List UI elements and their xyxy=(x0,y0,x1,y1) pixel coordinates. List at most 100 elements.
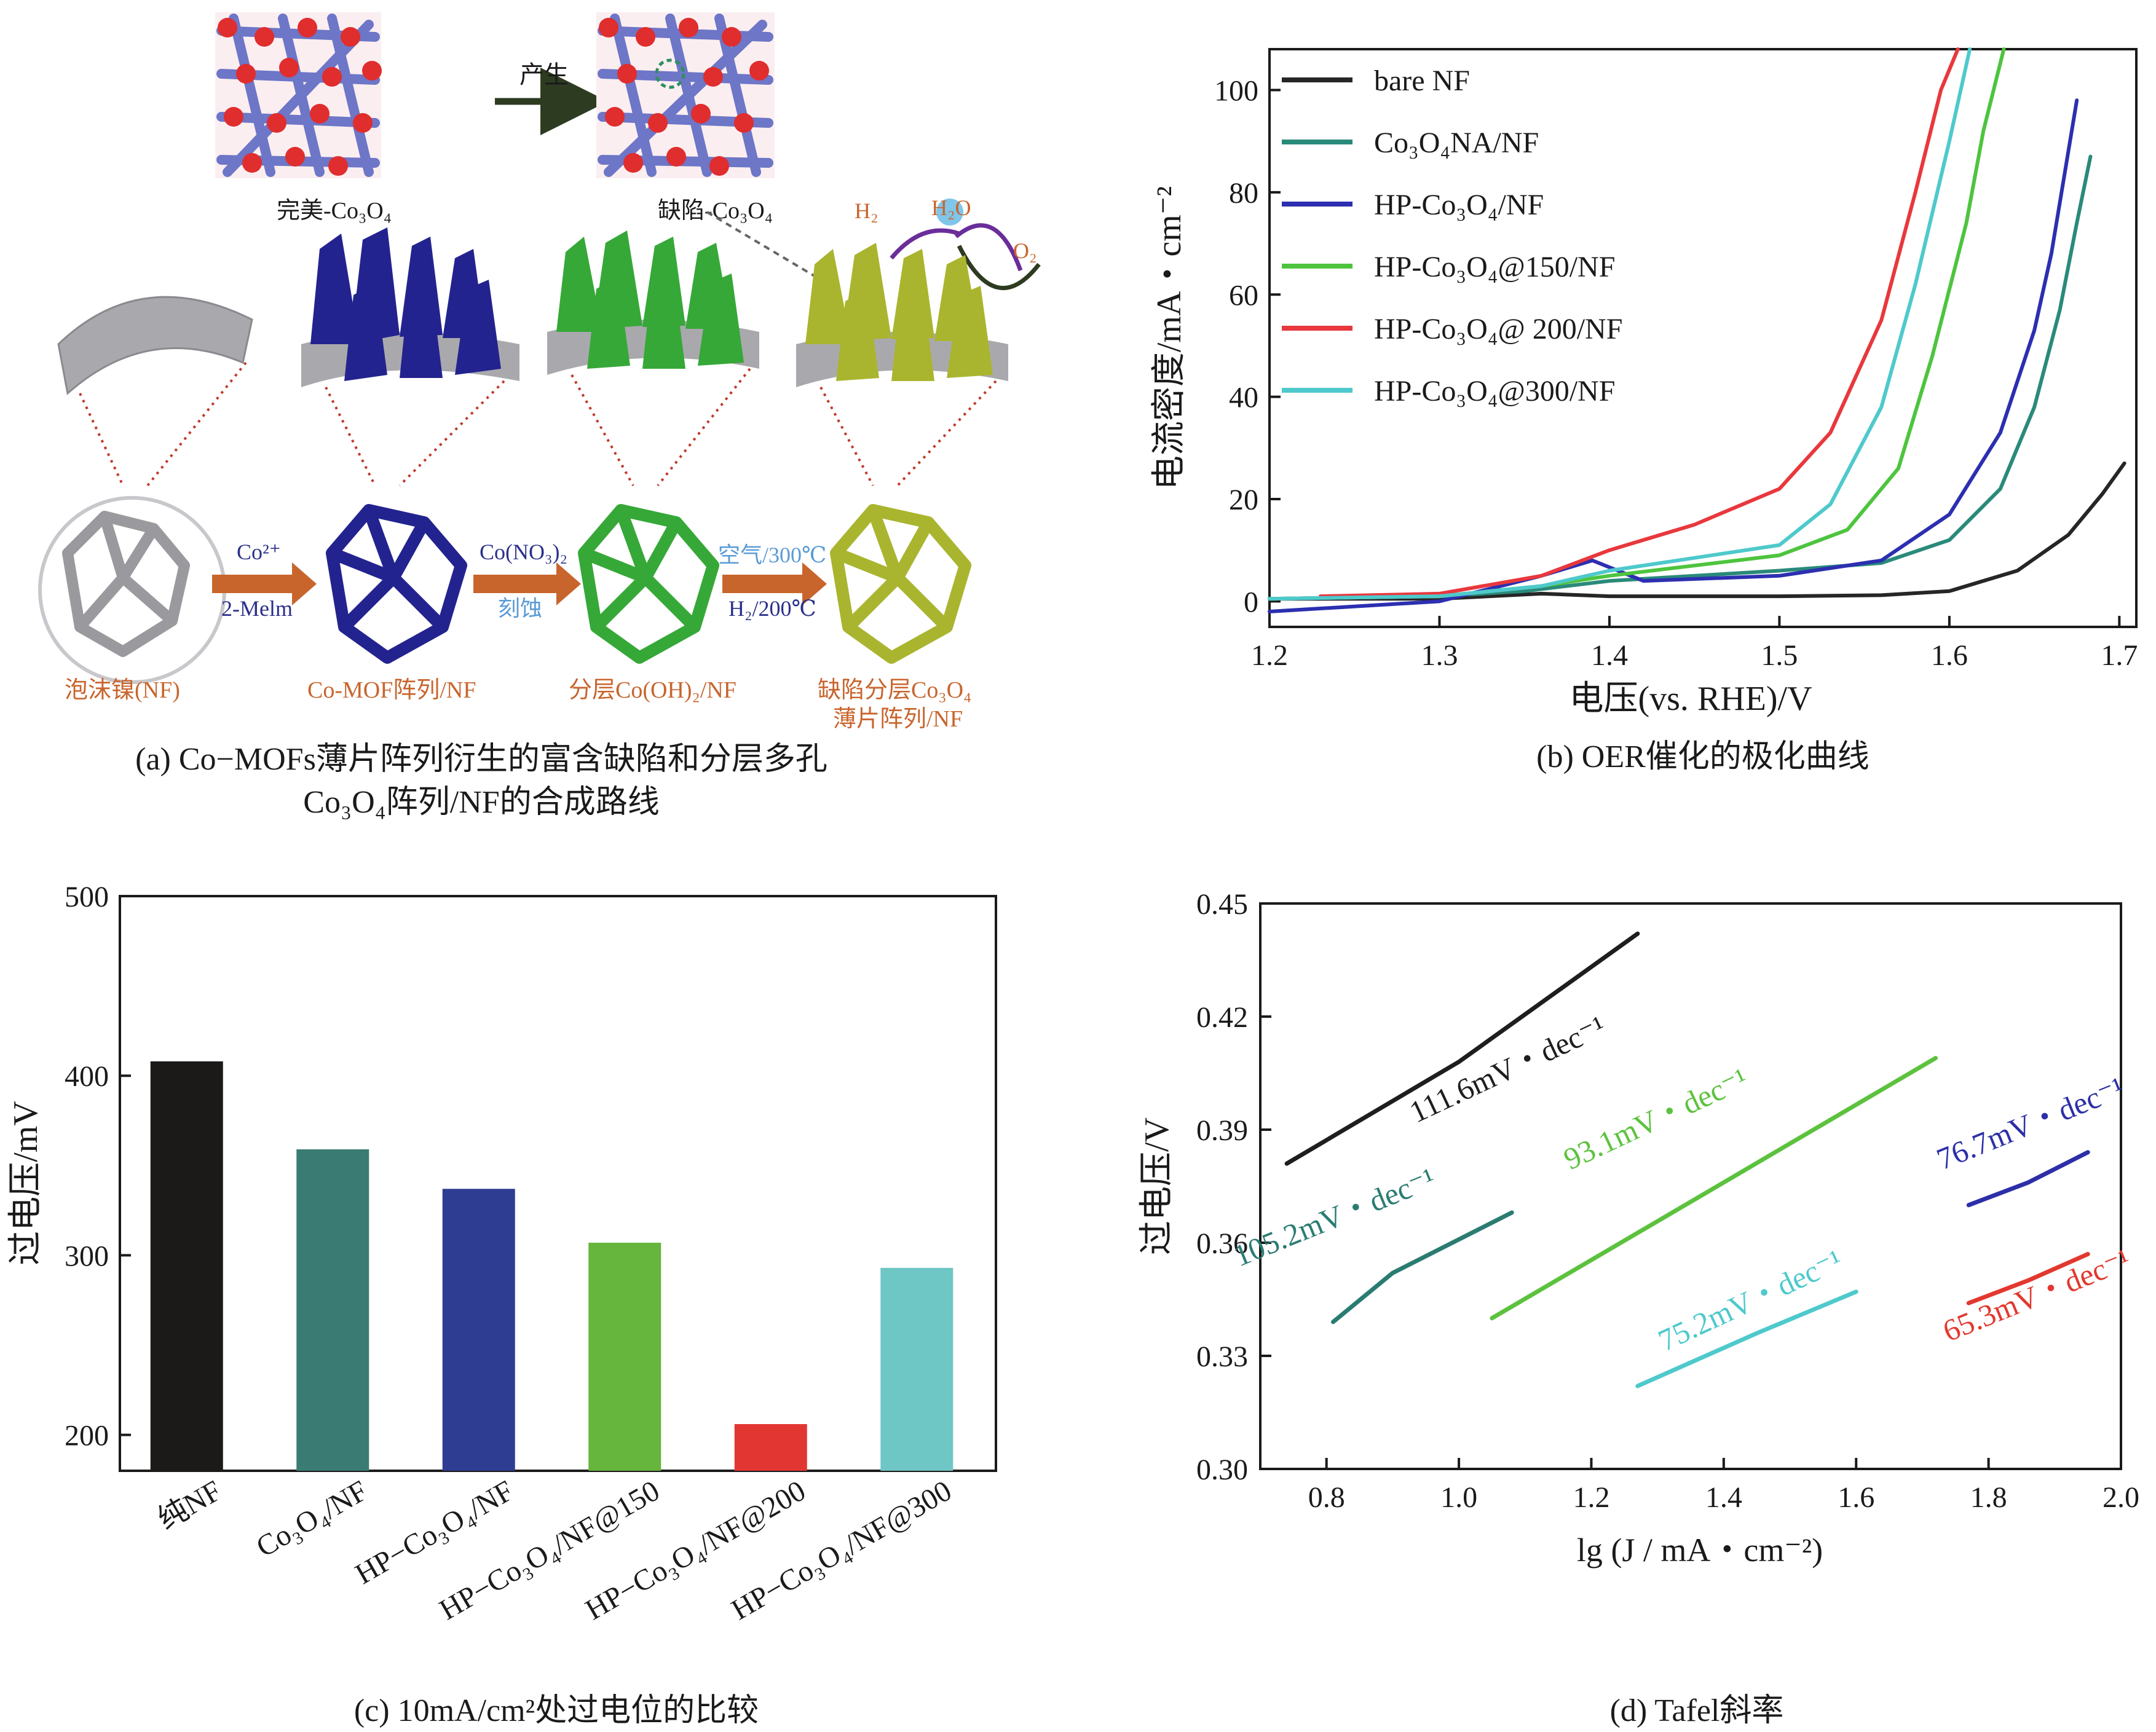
panel-c-ytick-label: 300 xyxy=(65,1240,109,1272)
panel-b-legend-label: bare NF xyxy=(1374,65,1470,97)
panel-d-xlabel: lg (J / mA・cm⁻²) xyxy=(1577,1532,1823,1569)
step2-top-label: Co(NO₃)₂ xyxy=(480,540,567,564)
panel-d-xtick-label: 2.0 xyxy=(2103,1481,2139,1514)
panel-d-ytick-label: 0.36 xyxy=(1196,1227,1248,1260)
panel-b-legend-label: HP-Co₃O₄@150/NF xyxy=(1374,251,1615,283)
panel-d-ytick-label: 0.45 xyxy=(1196,888,1248,921)
panel-b-series-line xyxy=(1268,461,2126,601)
step3-bottom-label: H₂/200℃ xyxy=(729,596,816,621)
panel-c-ytick-label: 200 xyxy=(65,1420,109,1452)
panel-b-ylabel: 电流密度/mA・cm⁻² xyxy=(1150,186,1188,490)
panel-b-ytick-label: 40 xyxy=(1229,382,1258,414)
panel-c-ytick-label: 400 xyxy=(65,1060,109,1093)
perfect-co3o4-label: 完美-Co₃O₄ xyxy=(277,198,392,224)
stage-label-nf: 泡沫镍(NF) xyxy=(65,677,180,703)
step3-top-label: 空气/300℃ xyxy=(718,543,826,567)
panel-d-xtick-label: 1.2 xyxy=(1573,1481,1609,1514)
water-droplet-icon xyxy=(936,199,963,226)
panel-b-ytick-label: 100 xyxy=(1214,75,1258,108)
panel-b-xtick-label: 1.7 xyxy=(2101,639,2138,672)
panel-d-plot: 0.8 1.0 1.2 1.4 1.6 1.8 2.0 0.30 0.33 0.36 0.39 0.4… xyxy=(1196,888,2139,1514)
panel-d-slope-label: 75.2mV・dec⁻¹ xyxy=(1653,1243,1848,1358)
defect-co3o4-label: 缺陷-Co₃O₄ xyxy=(658,198,773,224)
panel-d-slope-label: 76.7mV・dec⁻¹ xyxy=(1932,1070,2129,1176)
panel-b-plot: 1.2 1.3 1.4 1.5 1.6 1.7 0 20 40 60 80 100 bare NF Co₃… xyxy=(1214,47,2138,672)
nf-foam-icon xyxy=(38,496,226,684)
panel-c-bar xyxy=(150,1061,223,1471)
process-arrows xyxy=(212,562,827,605)
panel-d-xtick-label: 1.4 xyxy=(1705,1481,1742,1514)
panel-c-bar xyxy=(588,1242,661,1471)
panel-c-bar xyxy=(442,1189,515,1471)
co-oh2-array-icon xyxy=(547,230,759,375)
panel-b-xtick-label: 1.2 xyxy=(1251,639,1288,672)
panel-d-tafel-line xyxy=(1966,1150,2090,1208)
panel-c-frame xyxy=(119,895,997,1472)
panel-d-ytick-label: 0.39 xyxy=(1196,1114,1248,1147)
panel-b-series-line xyxy=(1268,154,2093,601)
panel-b-caption: (b) OER催化的极化曲线 xyxy=(1536,739,1870,774)
panel-b-ytick-label: 60 xyxy=(1229,279,1258,312)
defect-co3o4-crystal-icon xyxy=(596,12,775,178)
panel-d-xtick-label: 1.6 xyxy=(1838,1481,1874,1514)
stage-label-cooh: 分层Co(OH)₂/NF xyxy=(569,677,736,703)
panel-a-caption-line2: Co₃O₄阵列/NF的合成路线 xyxy=(303,785,659,820)
panel-c-ytick-label: 500 xyxy=(65,881,109,913)
panel-b-ytick-label: 80 xyxy=(1229,177,1258,210)
panel-d-slope-label: 65.3mV・dec⁻¹ xyxy=(1938,1242,2135,1348)
perfect-co3o4-crystal-icon xyxy=(215,12,382,178)
panel-a: 产生 完美-Co₃O₄ 缺陷-Co₃O₄ xyxy=(38,12,1041,820)
panel-b-ytick-label: 20 xyxy=(1229,484,1258,516)
top-arrow-label: 产生 xyxy=(519,61,569,89)
cooh-foam-icon xyxy=(578,504,719,664)
panel-b-legend-label: HP-Co₃O₄@ 200/NF xyxy=(1374,313,1622,345)
panel-c-category-label: Co₃O₄/NF xyxy=(251,1474,373,1564)
panel-d-slope-label: 93.1mV・dec⁻¹ xyxy=(1558,1061,1753,1176)
defect-co3o4-array-icon xyxy=(796,243,1008,387)
panel-d-ytick-label: 0.33 xyxy=(1196,1340,1248,1373)
stage-label-co3o4-line2: 薄片阵列/NF xyxy=(833,706,963,732)
stage-label-co3o4: 缺陷分层Co₃O₄ xyxy=(818,677,971,703)
panel-c-bar xyxy=(880,1267,954,1471)
panel-c-bar xyxy=(734,1424,807,1471)
panel-b-series-line xyxy=(1318,47,1960,599)
mof-foam-icon xyxy=(326,504,467,664)
h2o-label: H₂O xyxy=(931,195,971,220)
panel-b-xtick-label: 1.3 xyxy=(1421,639,1458,672)
panel-d-tafel-line xyxy=(1635,1289,1858,1388)
h2-label: H₂ xyxy=(855,199,879,223)
panel-b-xlabel: 电压(vs. RHE)/V xyxy=(1569,680,1812,718)
step2-bottom-label: 刻蚀 xyxy=(498,596,542,621)
panel-d-tafel-line xyxy=(1284,931,1640,1166)
panel-d-tafel-line xyxy=(1966,1251,2090,1305)
panel-b-ytick-label: 0 xyxy=(1244,586,1258,618)
panel-d-xtick-label: 1.0 xyxy=(1440,1481,1477,1514)
panel-a-caption-line1: (a) Co−MOFs薄片阵列衍生的富含缺陷和分层多孔 xyxy=(135,742,827,777)
nf-sheet-icon xyxy=(57,296,253,395)
panel-b: 1.2 1.3 1.4 1.5 1.6 1.7 0 20 40 60 80 100 bare NF Co₃… xyxy=(1150,47,2138,774)
panel-c-category-label: 纯NF xyxy=(152,1474,227,1537)
step1-bottom-label: 2-Melm xyxy=(221,596,293,621)
panel-d: 0.8 1.0 1.2 1.4 1.6 1.8 2.0 0.30 0.33 0.36 0.39 0.4… xyxy=(1138,888,2139,1728)
stage-label-mof: Co-MOF阵列/NF xyxy=(307,677,476,703)
panel-d-ylabel: 过电压/V xyxy=(1138,1117,1176,1255)
panel-c-caption: (c) 10mA/cm²处过电位的比较 xyxy=(354,1693,759,1728)
panel-b-frame xyxy=(1268,48,2138,628)
co3o4-foam-icon xyxy=(830,504,971,664)
panel-d-caption: (d) Tafel斜率 xyxy=(1610,1693,1784,1728)
panel-b-series-line xyxy=(1268,47,1972,601)
panel-b-legend-label: HP-Co₃O₄/NF xyxy=(1374,189,1544,221)
panel-b-xtick-label: 1.6 xyxy=(1931,639,1968,672)
co-mof-array-icon xyxy=(301,227,519,387)
panel-b-xtick-label: 1.5 xyxy=(1761,639,1798,672)
panel-d-tafel-line xyxy=(1490,1056,1938,1321)
step1-top-label: Co²⁺ xyxy=(237,540,281,564)
o2-label: O₂ xyxy=(1013,238,1037,263)
panel-b-legend-label: HP-Co₃O₄@300/NF xyxy=(1374,375,1615,407)
panel-d-frame xyxy=(1259,902,2122,1470)
panel-d-xtick-label: 0.8 xyxy=(1308,1481,1345,1514)
panel-b-legend-label: Co₃O₄NA/NF xyxy=(1374,127,1539,159)
